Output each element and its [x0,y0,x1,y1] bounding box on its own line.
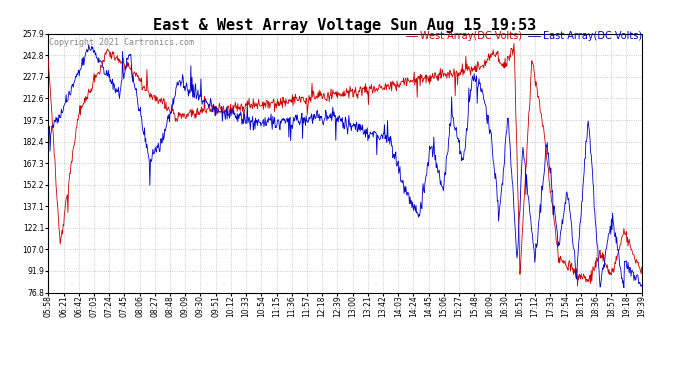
East Array(DC Volts) [507,170,515,174]
West Array(DC Volts) [284,101,293,106]
West Array(DC Volts) [638,265,646,270]
East Array(DC Volts) [85,42,93,47]
West Array(DC Volts) [105,49,113,54]
West Array(DC Volts) [573,284,582,288]
Title: East & West Array Voltage Sun Aug 15 19:53: East & West Array Voltage Sun Aug 15 19:… [153,18,537,33]
Line: West Array(DC Volts): West Array(DC Volts) [48,44,642,286]
West Array(DC Volts) [306,98,314,102]
East Array(DC Volts) [638,283,646,287]
East Array(DC Volts) [452,125,460,130]
East Array(DC Volts) [620,285,628,290]
East Array(DC Volts) [518,153,526,158]
West Array(DC Volts) [518,232,526,237]
Legend: West Array(DC Volts), East Array(DC Volts): West Array(DC Volts), East Array(DC Volt… [406,31,642,41]
East Array(DC Volts) [106,72,114,76]
West Array(DC Volts) [507,46,515,51]
West Array(DC Volts) [44,57,52,62]
East Array(DC Volts) [285,135,293,140]
West Array(DC Volts) [510,41,518,46]
Line: East Array(DC Volts): East Array(DC Volts) [48,45,642,288]
East Array(DC Volts) [306,115,315,120]
West Array(DC Volts) [452,71,460,76]
East Array(DC Volts) [44,128,52,132]
Text: Copyright 2021 Cartronics.com: Copyright 2021 Cartronics.com [50,38,195,46]
